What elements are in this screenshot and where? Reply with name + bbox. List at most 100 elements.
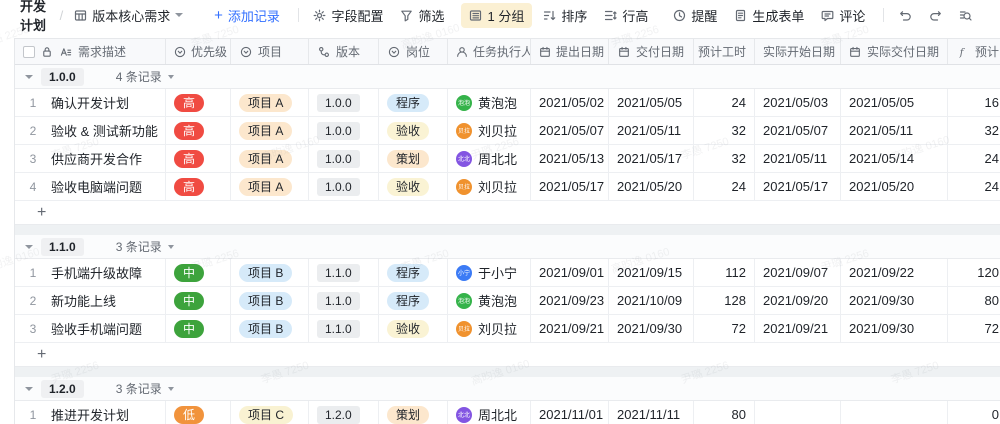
- cell-description[interactable]: 2 验收 & 测试新功能: [15, 117, 166, 144]
- cell-actual-delivery-date[interactable]: 2021/09/30: [841, 315, 948, 342]
- cell-estimated-hours[interactable]: 72: [694, 315, 755, 342]
- cell-due-date[interactable]: 2021/09/15: [609, 259, 694, 286]
- cell-estimate-diff[interactable]: 120: [948, 259, 1000, 286]
- cell-actual-start-date[interactable]: 2021/05/17: [755, 173, 841, 200]
- cell-due-date[interactable]: 2021/05/20: [609, 173, 694, 200]
- column-header-3[interactable]: 版本: [309, 39, 379, 64]
- cell-project[interactable]: 项目 A: [231, 173, 309, 200]
- cell-version[interactable]: 1.0.0: [309, 117, 379, 144]
- column-header-10[interactable]: 实际交付日期: [841, 39, 948, 64]
- cell-due-date[interactable]: 2021/09/30: [609, 315, 694, 342]
- column-header-9[interactable]: 实际开始日期: [755, 39, 841, 64]
- group-header-1.1.0[interactable]: 1.1.0 3 条记录: [15, 235, 1000, 259]
- cell-actual-start-date[interactable]: 2021/05/03: [755, 89, 841, 116]
- cell-assignee[interactable]: 贝拉 刘贝拉: [448, 173, 531, 200]
- cell-assignee[interactable]: 北北 周北北: [448, 145, 531, 172]
- generate-form-button[interactable]: 生成表单: [733, 6, 804, 25]
- cell-assignee[interactable]: 贝拉 刘贝拉: [448, 315, 531, 342]
- cell-estimated-hours[interactable]: 24: [694, 89, 755, 116]
- cell-actual-delivery-date[interactable]: 2021/09/22: [841, 259, 948, 286]
- search-records-button[interactable]: [958, 8, 972, 22]
- cell-actual-start-date[interactable]: 2021/09/20: [755, 287, 841, 314]
- cell-project[interactable]: 项目 B: [231, 315, 309, 342]
- cell-role[interactable]: 程序: [379, 259, 448, 286]
- cell-assignee[interactable]: 贝拉 刘贝拉: [448, 117, 531, 144]
- row-number[interactable]: 4: [29, 179, 37, 194]
- cell-priority[interactable]: 中: [166, 287, 231, 314]
- filter-button[interactable]: 筛选: [400, 6, 445, 25]
- cell-estimate-diff[interactable]: 16: [948, 89, 1000, 116]
- cell-description[interactable]: 4 验收电脑端问题: [15, 173, 166, 200]
- cell-estimated-hours[interactable]: 128: [694, 287, 755, 314]
- cell-actual-start-date[interactable]: 2021/09/07: [755, 259, 841, 286]
- cell-role[interactable]: 验收: [379, 173, 448, 200]
- remind-button[interactable]: 提醒: [672, 6, 717, 25]
- cell-version[interactable]: 1.0.0: [309, 145, 379, 172]
- cell-due-date[interactable]: 2021/10/09: [609, 287, 694, 314]
- row-number[interactable]: 3: [29, 321, 37, 336]
- cell-version[interactable]: 1.0.0: [309, 89, 379, 116]
- cell-role[interactable]: 程序: [379, 287, 448, 314]
- cell-estimate-diff[interactable]: 72: [948, 315, 1000, 342]
- sort-button[interactable]: 排序: [542, 6, 587, 25]
- group-record-count[interactable]: 3 条记录: [116, 238, 174, 255]
- cell-priority[interactable]: 高: [166, 173, 231, 200]
- cell-description[interactable]: 1 确认开发计划: [15, 89, 166, 116]
- cell-submit-date[interactable]: 2021/05/07: [531, 117, 609, 144]
- cell-estimated-hours[interactable]: 24: [694, 173, 755, 200]
- cell-actual-start-date[interactable]: 2021/05/07: [755, 117, 841, 144]
- field-config-button[interactable]: 字段配置: [313, 6, 384, 25]
- view-selector[interactable]: 版本核心需求: [73, 6, 184, 25]
- row-number[interactable]: 2: [29, 123, 37, 138]
- cell-version[interactable]: 1.1.0: [309, 259, 379, 286]
- group-record-count[interactable]: 4 条记录: [116, 68, 174, 85]
- cell-project[interactable]: 项目 B: [231, 259, 309, 286]
- row-number[interactable]: 1: [29, 265, 37, 280]
- cell-estimated-hours[interactable]: 32: [694, 145, 755, 172]
- cell-description[interactable]: 2 新功能上线: [15, 287, 166, 314]
- cell-project[interactable]: 项目 C: [231, 401, 309, 424]
- cell-due-date[interactable]: 2021/05/17: [609, 145, 694, 172]
- cell-project[interactable]: 项目 A: [231, 89, 309, 116]
- column-header-6[interactable]: 提出日期: [531, 39, 609, 64]
- cell-actual-delivery-date[interactable]: 2021/05/14: [841, 145, 948, 172]
- cell-submit-date[interactable]: 2021/09/23: [531, 287, 609, 314]
- cell-assignee[interactable]: 北北 周北北: [448, 401, 531, 424]
- cell-actual-delivery-date[interactable]: 2021/05/20: [841, 173, 948, 200]
- column-header-4[interactable]: 岗位: [379, 39, 448, 64]
- cell-role[interactable]: 策划: [379, 401, 448, 424]
- comment-button[interactable]: 评论: [820, 6, 865, 25]
- cell-role[interactable]: 策划: [379, 145, 448, 172]
- cell-project[interactable]: 项目 A: [231, 117, 309, 144]
- cell-role[interactable]: 验收: [379, 315, 448, 342]
- group-button[interactable]: 1 分组: [460, 2, 533, 28]
- cell-priority[interactable]: 中: [166, 315, 231, 342]
- cell-project[interactable]: 项目 A: [231, 145, 309, 172]
- cell-actual-delivery-date[interactable]: 2021/05/11: [841, 117, 948, 144]
- cell-description[interactable]: 3 供应商开发合作: [15, 145, 166, 172]
- collapse-group-icon[interactable]: [25, 244, 33, 249]
- cell-submit-date[interactable]: 2021/09/01: [531, 259, 609, 286]
- row-number[interactable]: 2: [29, 293, 37, 308]
- cell-assignee[interactable]: 小宁 于小宁: [448, 259, 531, 286]
- cell-submit-date[interactable]: 2021/05/13: [531, 145, 609, 172]
- add-record-button[interactable]: + 添加记录: [214, 6, 280, 24]
- cell-actual-delivery-date[interactable]: 2021/05/05: [841, 89, 948, 116]
- cell-role[interactable]: 程序: [379, 89, 448, 116]
- cell-estimated-hours[interactable]: 32: [694, 117, 755, 144]
- cell-priority[interactable]: 低: [166, 401, 231, 424]
- cell-priority[interactable]: 高: [166, 89, 231, 116]
- undo-button[interactable]: [898, 8, 912, 22]
- cell-estimate-diff[interactable]: 32: [948, 117, 1000, 144]
- row-height-button[interactable]: 行高: [603, 6, 648, 25]
- cell-actual-start-date[interactable]: [755, 401, 841, 424]
- group-record-count[interactable]: 3 条记录: [116, 380, 174, 397]
- cell-due-date[interactable]: 2021/05/11: [609, 117, 694, 144]
- cell-due-date[interactable]: 2021/05/05: [609, 89, 694, 116]
- row-number[interactable]: 1: [29, 407, 37, 422]
- cell-actual-start-date[interactable]: 2021/05/11: [755, 145, 841, 172]
- collapse-group-icon[interactable]: [25, 386, 33, 391]
- column-header-2[interactable]: 项目: [231, 39, 309, 64]
- column-header-1[interactable]: 优先级: [166, 39, 231, 64]
- cell-priority[interactable]: 高: [166, 117, 231, 144]
